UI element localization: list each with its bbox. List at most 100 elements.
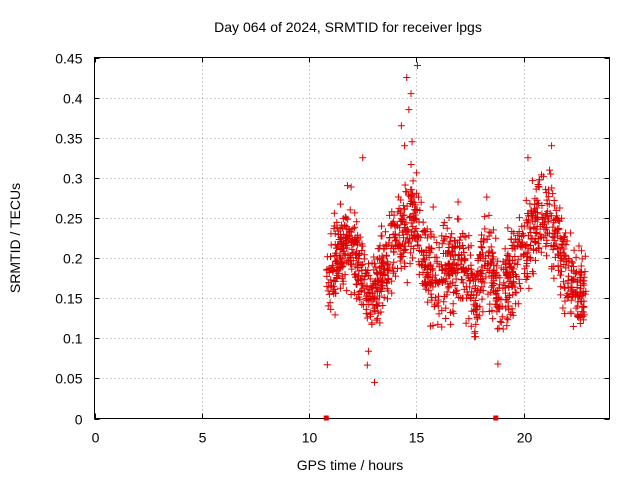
data-point xyxy=(444,248,452,256)
data-point xyxy=(496,281,504,289)
data-point xyxy=(417,198,425,206)
data-point xyxy=(427,290,435,298)
data-point xyxy=(494,325,502,333)
data-point xyxy=(495,284,503,292)
data-point xyxy=(379,282,387,290)
data-point xyxy=(471,297,479,305)
data-point xyxy=(498,302,506,310)
data-point xyxy=(403,74,411,82)
data-point xyxy=(394,264,402,272)
data-point xyxy=(401,205,409,213)
data-point xyxy=(382,279,390,287)
data-point xyxy=(565,256,573,264)
data-point xyxy=(460,268,468,276)
data-point xyxy=(515,280,523,288)
data-point xyxy=(524,219,532,227)
data-point xyxy=(379,259,387,267)
data-point xyxy=(557,271,565,279)
data-point xyxy=(533,196,541,204)
data-point xyxy=(581,268,589,276)
data-point xyxy=(531,256,539,264)
data-point xyxy=(519,231,527,239)
data-point xyxy=(346,252,354,260)
data-point xyxy=(429,321,437,329)
data-point xyxy=(423,234,431,242)
x-tick-label: 10 xyxy=(302,430,318,446)
data-point xyxy=(358,281,366,289)
data-point xyxy=(428,296,436,304)
data-point xyxy=(412,216,420,224)
data-point xyxy=(366,275,374,283)
data-point xyxy=(360,255,368,263)
data-point xyxy=(434,320,442,328)
data-point xyxy=(349,240,357,248)
data-point xyxy=(473,305,481,313)
data-point xyxy=(548,142,556,150)
data-point xyxy=(358,272,366,280)
data-point xyxy=(477,251,485,259)
data-point xyxy=(439,279,447,287)
data-point xyxy=(467,269,475,277)
data-point xyxy=(397,217,405,225)
data-point xyxy=(394,193,402,201)
data-point xyxy=(542,242,550,250)
data-point xyxy=(485,211,493,219)
data-point xyxy=(465,315,473,323)
data-point xyxy=(487,243,495,251)
data-point xyxy=(407,228,415,236)
data-point xyxy=(479,254,487,262)
data-point xyxy=(502,264,510,272)
data-points xyxy=(323,62,590,386)
data-point xyxy=(564,292,572,300)
data-point xyxy=(336,200,344,208)
data-point xyxy=(526,254,534,262)
data-point xyxy=(449,300,457,308)
data-point xyxy=(408,138,416,146)
data-point xyxy=(433,259,441,267)
data-point xyxy=(363,282,371,290)
data-point xyxy=(455,243,463,251)
data-point xyxy=(388,289,396,297)
data-point xyxy=(339,263,347,271)
data-point xyxy=(356,288,364,296)
data-point xyxy=(348,260,356,268)
data-point xyxy=(331,240,339,248)
data-point xyxy=(360,276,368,284)
data-point xyxy=(570,263,578,271)
data-point xyxy=(481,213,489,221)
data-point xyxy=(550,202,558,210)
data-point xyxy=(492,234,500,242)
data-point xyxy=(455,293,463,301)
data-point xyxy=(352,280,360,288)
data-point xyxy=(542,189,550,197)
data-point xyxy=(514,300,522,308)
data-point xyxy=(542,252,550,260)
data-point xyxy=(474,276,482,284)
data-point xyxy=(455,215,463,223)
data-point xyxy=(568,275,576,283)
data-point xyxy=(557,268,565,276)
data-point xyxy=(564,279,572,287)
data-point xyxy=(394,208,402,216)
data-point xyxy=(431,253,439,261)
data-point xyxy=(407,186,415,194)
data-point xyxy=(429,266,437,274)
data-point xyxy=(406,260,414,268)
data-point xyxy=(407,160,415,168)
data-point xyxy=(524,154,532,162)
data-point xyxy=(459,245,467,253)
data-point xyxy=(548,184,556,192)
data-point xyxy=(438,240,446,248)
data-point xyxy=(484,290,492,298)
data-point xyxy=(375,292,383,300)
data-point xyxy=(579,279,587,287)
data-point xyxy=(489,281,497,289)
data-point xyxy=(515,228,523,236)
data-point xyxy=(504,298,512,306)
data-point xyxy=(348,245,356,253)
data-point xyxy=(556,234,564,242)
data-point xyxy=(425,253,433,261)
data-point xyxy=(377,287,385,295)
data-point xyxy=(508,308,516,316)
data-point xyxy=(426,248,434,256)
